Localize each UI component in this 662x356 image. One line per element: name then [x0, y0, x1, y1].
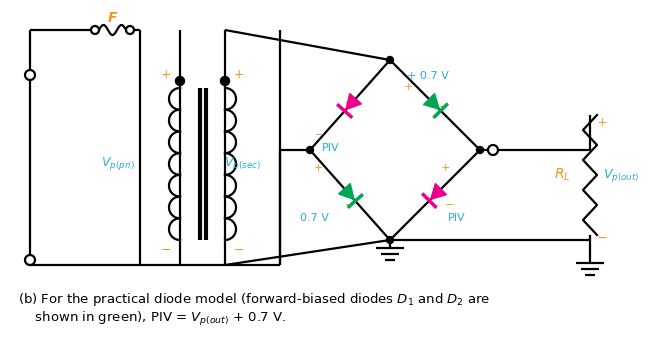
- Text: −: −: [234, 244, 244, 257]
- Polygon shape: [424, 94, 440, 109]
- Text: (b) For the practical diode model (forward-biased diodes $D_1$ and $D_2$ are: (b) For the practical diode model (forwa…: [18, 291, 491, 308]
- Text: +: +: [313, 163, 322, 173]
- Text: $V_{p(sec)}$: $V_{p(sec)}$: [224, 155, 260, 172]
- Text: +: +: [403, 82, 412, 92]
- Circle shape: [387, 236, 393, 244]
- Text: +: +: [161, 68, 171, 80]
- Polygon shape: [431, 184, 446, 199]
- Text: +: +: [234, 68, 244, 80]
- Text: −: −: [315, 130, 324, 140]
- Text: +: +: [344, 98, 353, 108]
- Text: −: −: [440, 102, 449, 112]
- Polygon shape: [338, 184, 354, 199]
- Circle shape: [175, 77, 185, 85]
- Text: −: −: [346, 200, 355, 210]
- Circle shape: [25, 255, 35, 265]
- Text: shown in green), PIV = $V_{p(out)}$ + 0.7 V.: shown in green), PIV = $V_{p(out)}$ + 0.…: [18, 310, 286, 328]
- Polygon shape: [346, 94, 361, 110]
- Text: −: −: [161, 244, 171, 257]
- Text: PIV: PIV: [322, 143, 340, 153]
- Circle shape: [220, 77, 230, 85]
- Text: $V_{p(out)}$: $V_{p(out)}$: [603, 167, 639, 183]
- Text: $V_{p(pri)}$: $V_{p(pri)}$: [101, 155, 135, 172]
- Text: 0.7 V: 0.7 V: [300, 213, 329, 223]
- Text: $R_L$: $R_L$: [553, 167, 570, 183]
- Circle shape: [126, 26, 134, 34]
- Text: −: −: [596, 231, 607, 245]
- Circle shape: [387, 57, 393, 63]
- Circle shape: [91, 26, 99, 34]
- Text: +: +: [596, 115, 607, 129]
- Text: −: −: [446, 200, 455, 210]
- Circle shape: [25, 70, 35, 80]
- Circle shape: [477, 147, 483, 153]
- Circle shape: [488, 145, 498, 155]
- Text: F: F: [107, 11, 117, 25]
- Text: +: +: [440, 163, 449, 173]
- Text: + 0.7 V: + 0.7 V: [407, 71, 449, 81]
- Circle shape: [307, 147, 314, 153]
- Text: PIV: PIV: [448, 213, 465, 223]
